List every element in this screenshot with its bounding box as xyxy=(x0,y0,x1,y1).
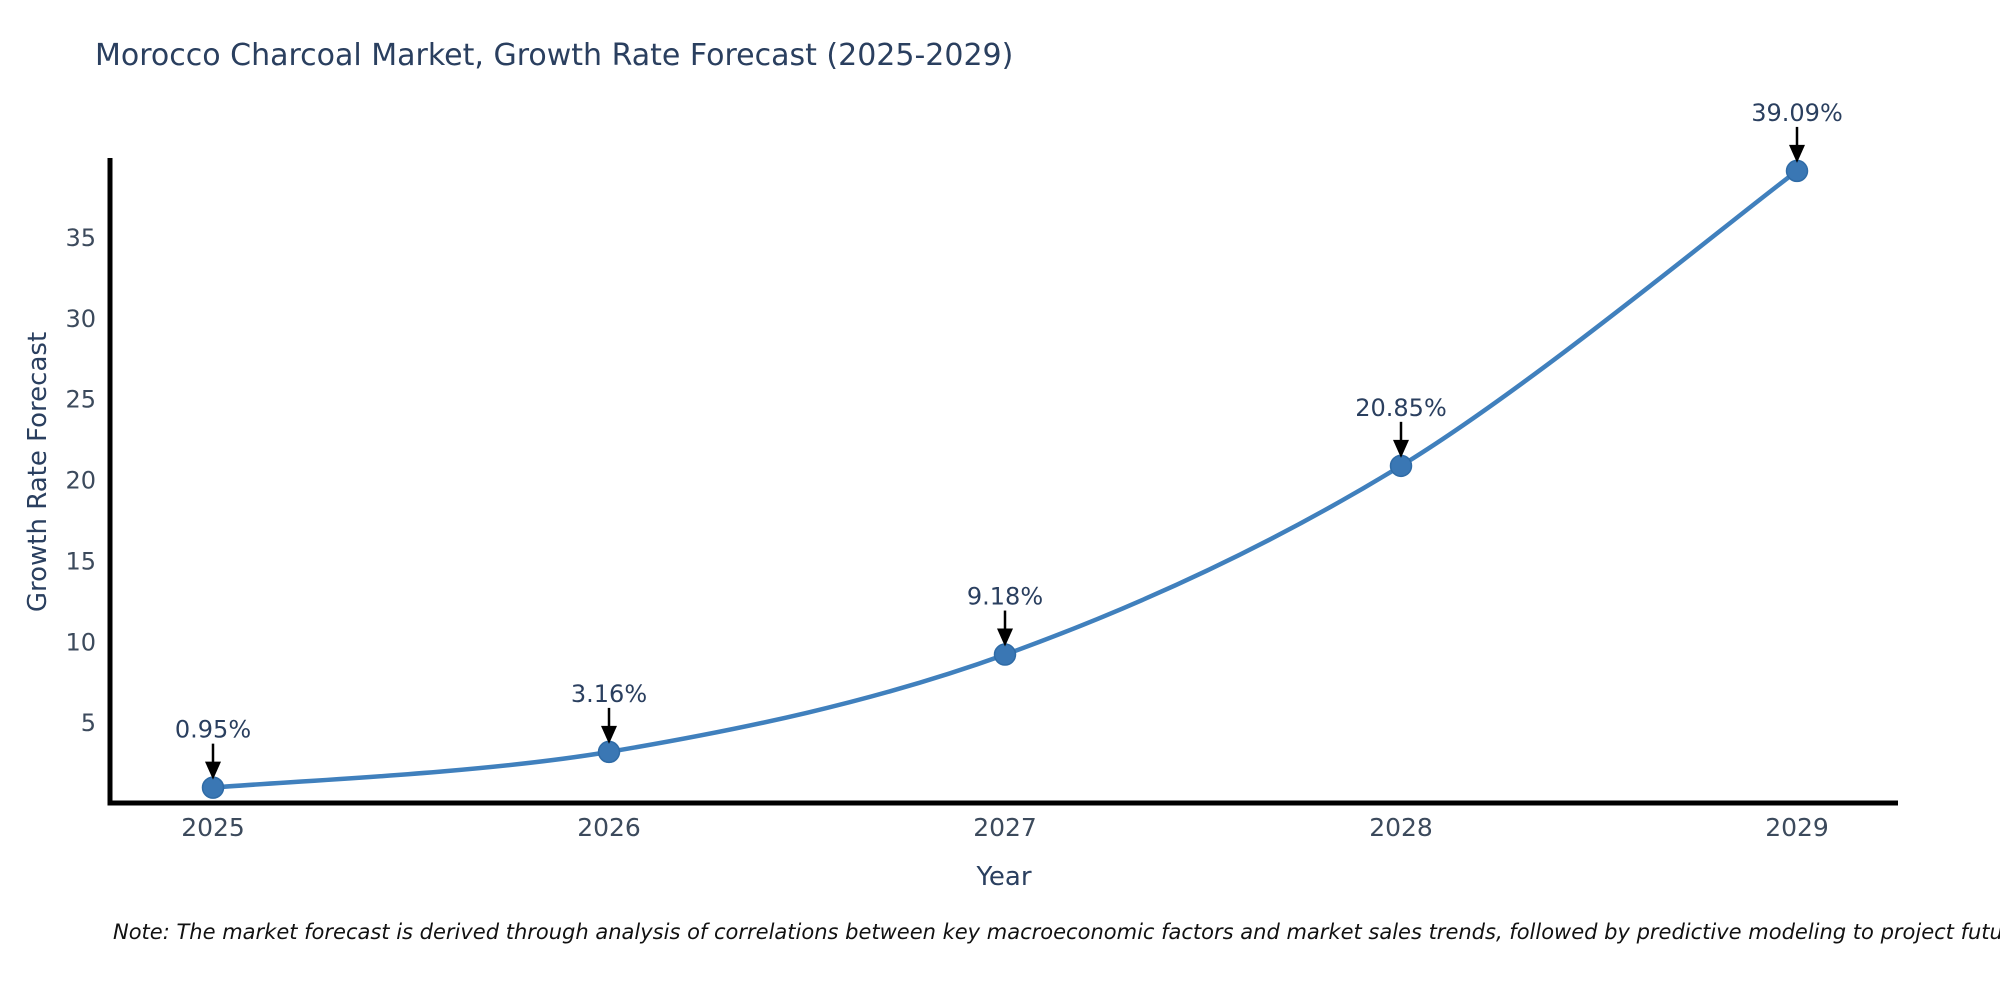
annotation-arrowhead-icon xyxy=(1393,439,1409,458)
point-annotations: 0.95% 3.16% 9.18% 20.85% 39.09% xyxy=(175,99,1843,780)
point-annotation-label: 20.85% xyxy=(1355,394,1447,422)
x-tick-label: 2026 xyxy=(577,813,641,842)
point-annotation-label: 0.95% xyxy=(175,716,251,744)
data-point-marker xyxy=(1785,159,1809,183)
x-tick-label: 2029 xyxy=(1765,813,1829,842)
y-tick-label: 35 xyxy=(65,224,96,252)
footnote: Note: The market forecast is derived thr… xyxy=(113,920,2000,944)
point-annotation-label: 3.16% xyxy=(571,680,647,708)
annotation-arrowhead-icon xyxy=(205,761,221,780)
y-tick-label: 15 xyxy=(65,547,96,575)
annotation-arrowhead-icon xyxy=(1789,144,1805,163)
x-tick-label: 2027 xyxy=(973,813,1037,842)
annotation-arrowhead-icon xyxy=(601,725,617,744)
series-line xyxy=(210,168,1800,790)
x-tick-label: 2028 xyxy=(1369,813,1433,842)
data-point-markers xyxy=(201,159,1809,799)
y-tick-labels: 5 10 15 20 25 30 35 xyxy=(65,224,96,737)
y-tick-label: 10 xyxy=(65,628,96,656)
data-point-marker xyxy=(201,776,225,799)
series-line-layer xyxy=(210,168,1800,790)
y-tick-label: 5 xyxy=(81,709,96,737)
data-point-marker xyxy=(597,740,621,764)
annotation-arrowhead-icon xyxy=(997,628,1013,647)
data-point-marker xyxy=(1389,454,1413,478)
point-annotation-label: 39.09% xyxy=(1751,99,1843,127)
y-tick-label: 30 xyxy=(65,305,96,333)
chart-title: Morocco Charcoal Market, Growth Rate For… xyxy=(95,38,1014,73)
axes-layer xyxy=(107,158,1898,806)
point-annotation-label: 9.18% xyxy=(967,583,1043,611)
x-tick-labels: 2025 2026 2027 2028 2029 xyxy=(181,813,1829,842)
x-tick-label: 2025 xyxy=(181,813,245,842)
x-axis-title: Year xyxy=(976,862,1032,892)
data-point-marker xyxy=(993,643,1017,666)
y-tick-label: 20 xyxy=(65,467,96,495)
y-tick-label: 25 xyxy=(65,386,96,414)
